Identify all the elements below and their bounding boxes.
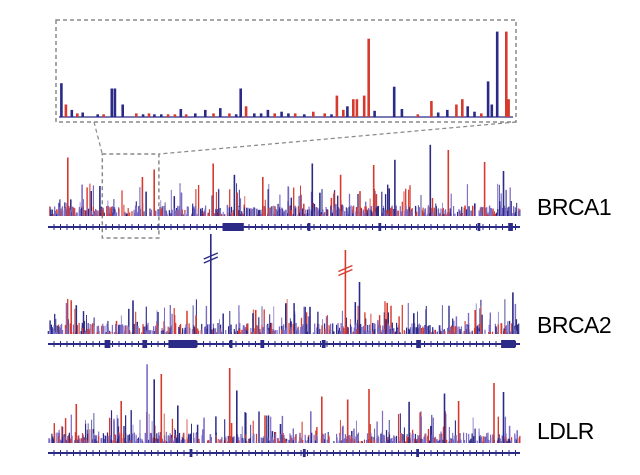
gene-exon: [260, 340, 265, 348]
zoom-bar: [330, 114, 333, 117]
zoom-bar: [346, 106, 349, 117]
zoom-bar: [141, 114, 145, 117]
gene-exon: [302, 449, 306, 457]
zoom-bar: [266, 109, 270, 117]
gene-exon: [142, 340, 148, 348]
zoom-bar: [60, 83, 63, 117]
zoom-bar: [64, 104, 68, 117]
axis-break-mark: [338, 268, 353, 277]
zoom-bar: [461, 99, 464, 117]
zoom-frame: [55, 19, 517, 123]
zoom-bar: [160, 114, 163, 117]
zoom-bar: [342, 109, 345, 117]
gene-exon: [222, 223, 244, 231]
zoom-connector: [158, 121, 517, 155]
gene-exon: [508, 223, 513, 231]
gene-exon: [378, 223, 382, 231]
axis-break-mark: [203, 256, 219, 264]
zoom-bar: [173, 114, 177, 117]
zoom-bar: [212, 113, 215, 117]
track-brca2: [47, 234, 520, 348]
zoom-bar: [153, 114, 156, 117]
zoom-bar: [480, 113, 483, 117]
zoom-connector: [93, 121, 103, 155]
zoom-source-box: [101, 153, 160, 239]
zoom-bar: [352, 99, 355, 117]
axis-break-mark: [338, 264, 353, 273]
zoom-bar: [147, 113, 151, 117]
zoom-bar: [455, 104, 458, 117]
zoom-bar: [490, 104, 494, 117]
zoom-bar: [473, 111, 476, 117]
axis-break-mark: [203, 252, 219, 260]
zoom-bar: [355, 99, 359, 117]
zoom-bar: [234, 114, 238, 117]
zoom-inset: [55, 19, 517, 239]
zoom-bar: [400, 109, 404, 117]
zoom-bar: [228, 113, 231, 117]
gene-exon: [189, 449, 193, 457]
zoom-bar: [219, 108, 222, 117]
zoom-bar: [253, 113, 256, 117]
zoom-bar: [194, 113, 197, 117]
zoom-bar: [507, 99, 510, 117]
zoom-bar: [135, 113, 138, 117]
gene-exon: [501, 340, 516, 348]
gene-label-ldlr: LDLR: [537, 418, 594, 444]
zoom-bar: [367, 38, 370, 118]
zoom-bar: [179, 109, 183, 117]
zoom-bar: [293, 113, 297, 117]
zoom-bar: [113, 88, 117, 117]
gene-exon: [229, 340, 233, 348]
zoom-bar: [466, 106, 469, 117]
zoom-bar: [102, 114, 105, 117]
zoom-bar: [280, 111, 283, 117]
zoom-bar: [362, 95, 366, 117]
zoom-bar: [446, 109, 449, 117]
zoom-bar: [110, 88, 114, 117]
zoom-bar: [495, 31, 499, 118]
zoom-bar: [436, 112, 440, 117]
zoom-bar: [204, 109, 207, 117]
zoom-bar: [259, 113, 263, 117]
zoom-bar: [335, 95, 339, 117]
gene-exon: [104, 340, 111, 348]
gene-label-brca1: BRCA1: [537, 194, 612, 220]
gene-exon: [307, 223, 311, 231]
gene-exon: [416, 449, 419, 457]
zoom-bar: [312, 111, 315, 117]
zoom-bar: [184, 114, 188, 117]
zoom-bar: [323, 113, 326, 117]
zoom-bar: [121, 104, 124, 117]
gene-exon: [416, 340, 421, 348]
gene-exon: [321, 340, 326, 348]
zoom-bar: [486, 81, 490, 117]
zoom-bar: [81, 112, 84, 117]
track-brca1: [48, 144, 521, 231]
zoom-bar: [287, 113, 290, 117]
zoom-bar: [96, 114, 99, 117]
zoom-bar: [505, 31, 508, 118]
gene-tracks: [47, 144, 521, 457]
zoom-bar: [430, 101, 433, 117]
zoom-bar: [70, 109, 74, 117]
track-ldlr: [48, 364, 521, 457]
gene-exon: [168, 340, 197, 348]
zoom-bar: [416, 114, 420, 117]
gene-label-brca2: BRCA2: [537, 312, 612, 338]
zoom-bar: [166, 114, 170, 117]
zoom-bar: [373, 110, 376, 117]
zoom-bar: [239, 88, 242, 117]
zoom-bar: [76, 113, 79, 117]
zoom-bar: [244, 106, 248, 117]
gene-exon: [477, 223, 481, 231]
zoom-bar: [392, 86, 396, 117]
zoom-bar: [303, 114, 306, 117]
zoom-bar: [273, 113, 276, 117]
